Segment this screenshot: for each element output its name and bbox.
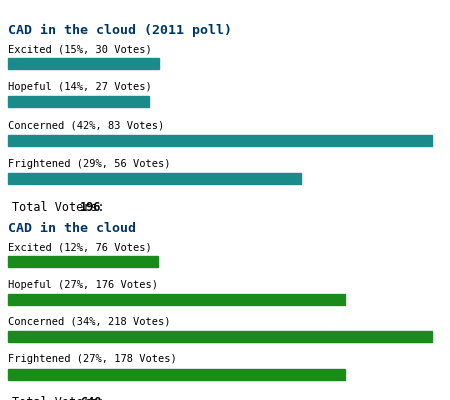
- Text: Concerned (34%, 218 Votes): Concerned (34%, 218 Votes): [8, 317, 171, 327]
- Text: 648: 648: [80, 396, 101, 400]
- Text: Frightened (29%, 56 Votes): Frightened (29%, 56 Votes): [8, 159, 171, 169]
- FancyBboxPatch shape: [8, 173, 301, 184]
- FancyBboxPatch shape: [8, 368, 345, 380]
- Text: Excited (12%, 76 Votes): Excited (12%, 76 Votes): [8, 242, 152, 252]
- Text: CAD in the cloud: CAD in the cloud: [8, 222, 136, 235]
- Text: Total Voters:: Total Voters:: [12, 396, 112, 400]
- FancyBboxPatch shape: [8, 134, 432, 146]
- FancyBboxPatch shape: [8, 58, 159, 69]
- Text: Hopeful (27%, 176 Votes): Hopeful (27%, 176 Votes): [8, 280, 158, 290]
- FancyBboxPatch shape: [8, 331, 432, 342]
- FancyBboxPatch shape: [8, 256, 157, 267]
- Text: 196: 196: [80, 201, 101, 214]
- Text: Hopeful (14%, 27 Votes): Hopeful (14%, 27 Votes): [8, 82, 152, 92]
- Text: CAD in the cloud (2011 poll): CAD in the cloud (2011 poll): [8, 24, 232, 37]
- Text: Frightened (27%, 178 Votes): Frightened (27%, 178 Votes): [8, 354, 177, 364]
- FancyBboxPatch shape: [8, 294, 345, 304]
- Text: Concerned (42%, 83 Votes): Concerned (42%, 83 Votes): [8, 120, 164, 130]
- FancyBboxPatch shape: [8, 96, 149, 107]
- Text: Total Voters:: Total Voters:: [12, 201, 112, 214]
- Text: Excited (15%, 30 Votes): Excited (15%, 30 Votes): [8, 44, 152, 54]
